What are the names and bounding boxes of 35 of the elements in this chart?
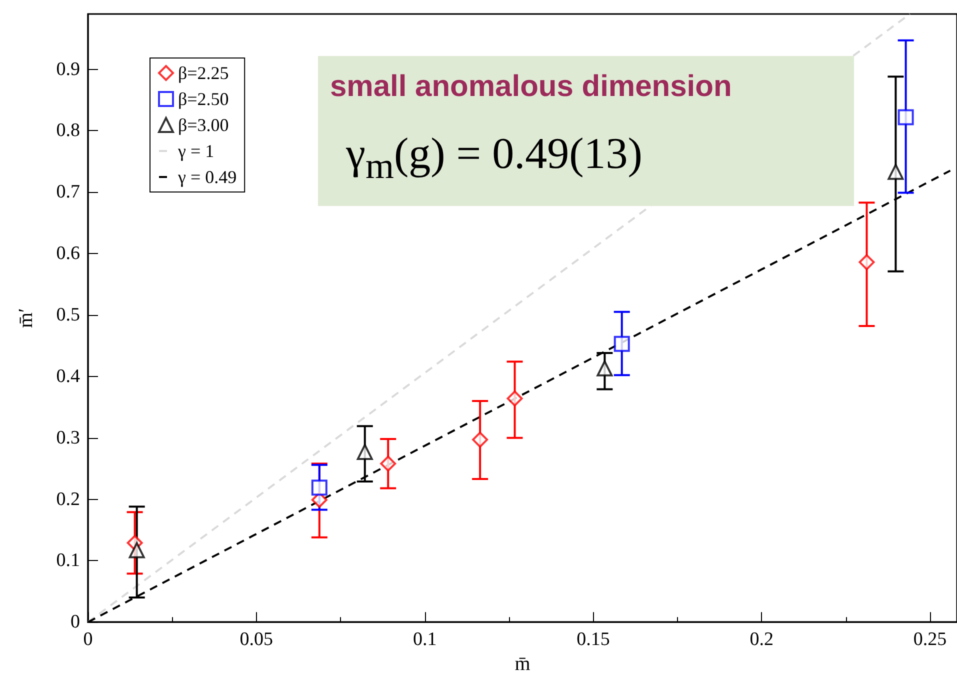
legend-label: β=3.00 — [178, 115, 229, 135]
point — [472, 432, 488, 448]
point — [311, 480, 328, 496]
point — [596, 360, 613, 376]
y-tick-label: 0 — [70, 612, 80, 633]
legend-label: β=2.50 — [178, 89, 229, 109]
x-tick-label: 0.25 — [913, 629, 947, 650]
point — [898, 109, 914, 126]
y-tick-label: 0.4 — [56, 366, 80, 387]
x-tick-label: 0.05 — [240, 629, 274, 650]
point — [614, 336, 630, 352]
y-tick-label: 0.2 — [56, 488, 80, 510]
point — [506, 390, 523, 407]
annotation: γ$_{m}$(g) = 0.49(13) — [346, 128, 642, 187]
legend-label: γ = 1 — [177, 141, 214, 161]
point — [380, 456, 396, 472]
y-tick-label: 0.7 — [56, 182, 80, 203]
y-tick-label: 0.1 — [56, 550, 80, 572]
x-tick-label: 0.1 — [412, 629, 437, 650]
point — [858, 254, 875, 270]
x-tick-label: 0.2 — [750, 629, 774, 650]
y-tick-label: 0.5 — [56, 304, 80, 326]
x-tick-label: 0.15 — [576, 629, 610, 650]
legend-label: β=2.25 — [178, 63, 229, 83]
y-tick-label: 0.9 — [56, 58, 80, 80]
legend-label: γ = 0.49 — [177, 167, 237, 187]
x-axis-title: m̄ — [514, 653, 531, 675]
y-tick-label: 0.8 — [56, 120, 80, 142]
y-tick-label: 0.6 — [56, 243, 80, 264]
point — [128, 542, 145, 558]
point — [888, 164, 904, 180]
y-axis-title: m̄′ — [15, 308, 37, 328]
point — [356, 444, 373, 460]
y-tick-label: 0.3 — [56, 427, 80, 448]
annotation: small anomalous dimension — [330, 70, 732, 104]
